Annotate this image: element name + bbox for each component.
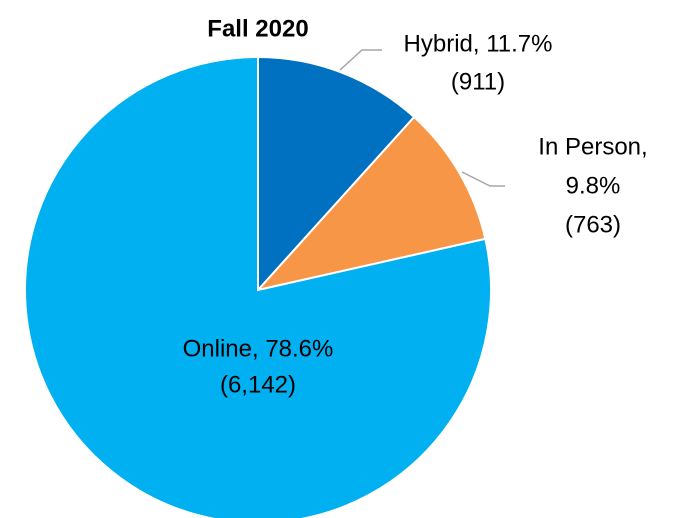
pie-slice bbox=[257, 55, 416, 293]
chart-title: Fall 2020 bbox=[207, 15, 308, 42]
data-label: (6,142) bbox=[220, 371, 296, 398]
leader-line bbox=[461, 171, 505, 187]
data-label: In Person, bbox=[538, 133, 647, 160]
data-label: Online, 78.6% bbox=[183, 335, 334, 362]
data-label: 9.8% bbox=[566, 172, 621, 199]
pie-slice bbox=[255, 115, 487, 292]
data-label: (763) bbox=[565, 211, 621, 238]
data-label: (911) bbox=[451, 68, 505, 95]
pie-slice bbox=[24, 55, 492, 518]
data-label: Hybrid, 11.7% bbox=[404, 30, 553, 57]
leader-line bbox=[339, 49, 382, 71]
